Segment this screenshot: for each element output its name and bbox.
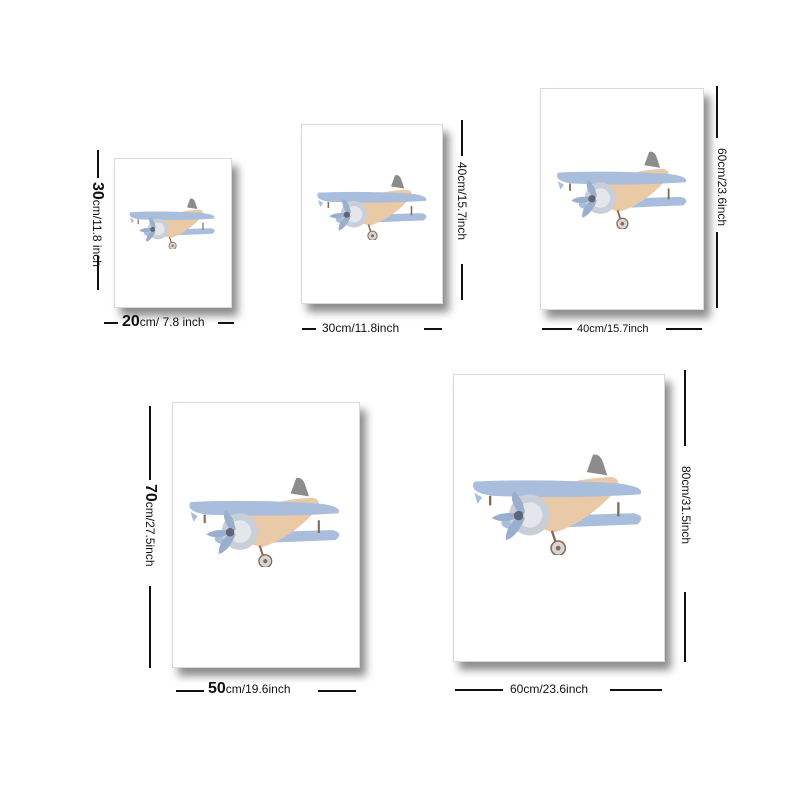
biplane-illustration <box>555 150 688 229</box>
height-dim-line-bottom <box>149 586 151 668</box>
height-label-50x70: 70cm/27.5inch <box>142 484 159 567</box>
width-number: 50 <box>208 680 226 697</box>
biplane-illustration <box>188 476 341 567</box>
width-unit: cm/ 7.8 inch <box>139 315 205 329</box>
width-dim-line-right <box>610 689 662 691</box>
poster-40x60 <box>540 88 704 310</box>
height-dim-line-bottom <box>461 264 463 300</box>
height-dim-line-bottom <box>684 592 686 662</box>
height-label-40x60: 60cm/23.6inch <box>715 148 729 227</box>
height-unit: cm/27.5inch <box>143 501 157 567</box>
width-number: 20 <box>122 313 140 330</box>
height-dim-line-top <box>97 150 99 178</box>
height-label-20x30: 30cm/11.8 inch <box>89 182 106 267</box>
biplane-illustration <box>471 453 643 555</box>
height-dim-line-top <box>716 86 718 138</box>
width-dim-line-left <box>542 328 572 330</box>
poster-20x30 <box>114 158 232 308</box>
width-dim-line-right <box>318 690 356 692</box>
height-dim-line-top <box>149 406 151 480</box>
poster-30x40 <box>301 124 443 304</box>
biplane-illustration <box>316 174 428 240</box>
height-unit: cm/11.8 inch <box>90 199 104 267</box>
height-label-30x40: 40cm/15.7inch <box>455 162 469 241</box>
height-number: 30 <box>89 182 106 200</box>
poster-60x80 <box>453 374 665 662</box>
width-label-40x60: 40cm/15.7inch <box>577 323 649 335</box>
width-dim-line-left <box>455 689 503 691</box>
width-dim-line-right <box>218 322 234 324</box>
height-dim-line-bottom <box>716 232 718 308</box>
width-unit: cm/19.6inch <box>225 682 291 696</box>
width-dim-line-left <box>176 690 204 692</box>
width-label-30x40: 30cm/11.8inch <box>322 321 400 335</box>
width-dim-line-right <box>666 328 702 330</box>
height-dim-line-top <box>684 370 686 446</box>
biplane-illustration <box>128 197 216 249</box>
width-label-50x70: 50cm/19.6inch <box>208 680 291 697</box>
width-dim-line-left <box>302 328 316 330</box>
height-dim-line-bottom <box>97 256 99 290</box>
height-number: 70 <box>142 484 159 502</box>
width-label-60x80: 60cm/23.6inch <box>510 682 589 696</box>
width-dim-line-left <box>104 322 118 324</box>
height-dim-line-top <box>461 120 463 156</box>
width-dim-line-right <box>424 328 442 330</box>
poster-50x70 <box>172 402 360 668</box>
height-label-60x80: 80cm/31.5inch <box>679 466 693 545</box>
width-label-20x30: 20cm/ 7.8 inch <box>122 313 205 330</box>
